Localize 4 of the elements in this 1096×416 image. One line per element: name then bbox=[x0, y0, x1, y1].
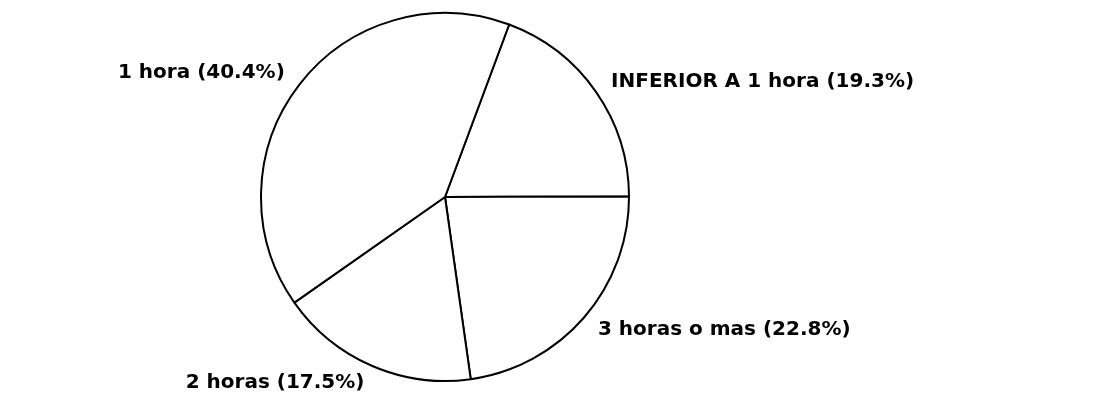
slice-label: 1 hora (40.4%) bbox=[117, 59, 285, 84]
slice-label: INFERIOR A 1 hora (19.3%) bbox=[611, 67, 915, 92]
slice-label: 3 horas o mas (22.8%) bbox=[597, 315, 851, 340]
slice-label: 2 horas (17.5%) bbox=[185, 368, 365, 393]
